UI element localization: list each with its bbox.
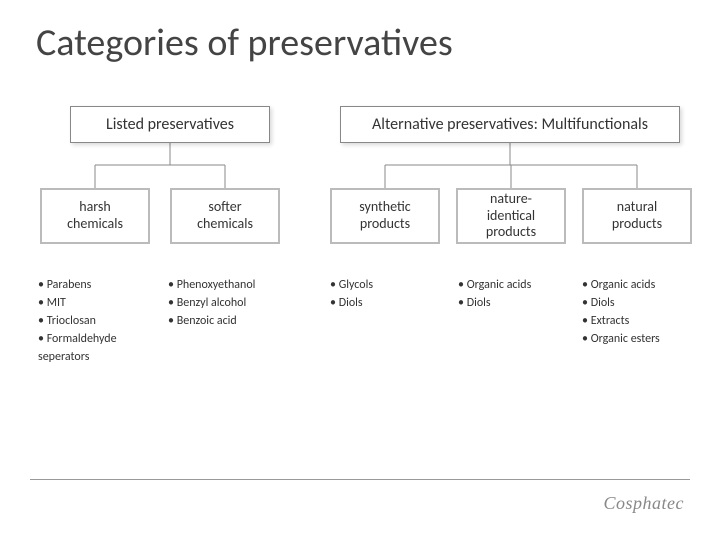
org-chart: Listed preservatives harsh chemicals Parab… [30, 106, 690, 406]
group-box-listed: Listed preservatives [70, 106, 270, 143]
bullet-item: Parabens [38, 276, 122, 294]
bullet-list-synthetic: GlycolsDiols [330, 276, 373, 312]
bullet-item: Benzyl alcohol [168, 294, 255, 312]
brand-logo: Cosphatec [604, 493, 685, 514]
bullet-item: Trioclosan [38, 312, 122, 330]
bullet-item: Organic acids [458, 276, 531, 294]
bullet-item: Organic acids [582, 276, 660, 294]
category-box-softer: softer chemicals [170, 188, 280, 244]
category-label: nature- identical products [486, 191, 536, 241]
bullet-list-softer: PhenoxyethanolBenzyl alcoholBenzoic acid [168, 276, 255, 330]
category-box-natural: natural products [582, 188, 692, 244]
bullet-item: Formaldehyde seperators [38, 330, 122, 366]
bullet-item: Extracts [582, 312, 660, 330]
category-box-synthetic: synthetic products [330, 188, 440, 244]
bullet-item: Benzoic acid [168, 312, 255, 330]
category-box-harsh: harsh chemicals [40, 188, 150, 244]
bullet-list-natural: Organic acidsDiolsExtractsOrganic esters [582, 276, 660, 348]
bullet-item: Organic esters [582, 330, 660, 348]
category-label: natural products [612, 199, 662, 233]
footer-divider [30, 479, 690, 480]
bullet-list-harsh: ParabensMITTrioclosanFormaldehyde sepera… [38, 276, 122, 366]
bullet-list-natureident: Organic acidsDiols [458, 276, 531, 312]
bullet-item: Glycols [330, 276, 373, 294]
group-label: Listed preservatives [106, 115, 234, 134]
page-title: Categories of preservatives [36, 20, 690, 66]
bullet-item: Diols [458, 294, 531, 312]
group-box-alt: Alternative preservatives: Multifunction… [340, 106, 680, 143]
bullet-item: Phenoxyethanol [168, 276, 255, 294]
group-label: Alternative preservatives: Multifunction… [372, 115, 648, 134]
category-label: harsh chemicals [67, 199, 123, 233]
category-label: softer chemicals [197, 199, 253, 233]
bullet-item: Diols [330, 294, 373, 312]
category-label: synthetic products [359, 199, 410, 233]
category-box-natureident: nature- identical products [456, 188, 566, 244]
bullet-item: MIT [38, 294, 122, 312]
bullet-item: Diols [582, 294, 660, 312]
